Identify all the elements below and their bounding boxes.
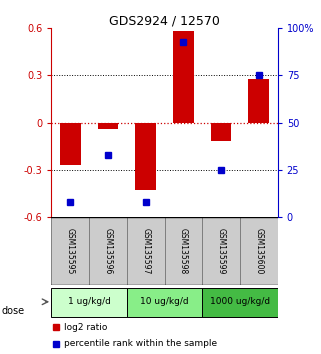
Text: dose: dose: [2, 306, 25, 316]
Bar: [211, 122, 231, 141]
Bar: [248, 79, 269, 122]
Bar: [51, 217, 89, 285]
Text: GSM135599: GSM135599: [217, 228, 226, 274]
Text: GSM135597: GSM135597: [141, 228, 150, 274]
Text: 1 ug/kg/d: 1 ug/kg/d: [68, 297, 110, 306]
Text: percentile rank within the sample: percentile rank within the sample: [64, 339, 217, 348]
Bar: [240, 217, 278, 285]
Bar: [127, 288, 202, 317]
Bar: [164, 217, 202, 285]
Bar: [89, 217, 127, 285]
Bar: [60, 122, 81, 165]
Bar: [202, 288, 278, 317]
Text: log2 ratio: log2 ratio: [64, 323, 107, 332]
Bar: [173, 32, 194, 122]
Bar: [51, 288, 127, 317]
Text: GSM135598: GSM135598: [179, 228, 188, 274]
Text: 10 ug/kg/d: 10 ug/kg/d: [140, 297, 189, 306]
Bar: [127, 217, 164, 285]
Text: GSM135595: GSM135595: [66, 228, 75, 274]
Bar: [202, 217, 240, 285]
Text: GSM135596: GSM135596: [103, 228, 112, 274]
Bar: [98, 122, 118, 129]
Title: GDS2924 / 12570: GDS2924 / 12570: [109, 14, 220, 27]
Text: GSM135600: GSM135600: [254, 228, 263, 274]
Text: 1000 ug/kg/d: 1000 ug/kg/d: [210, 297, 270, 306]
Bar: [135, 122, 156, 190]
